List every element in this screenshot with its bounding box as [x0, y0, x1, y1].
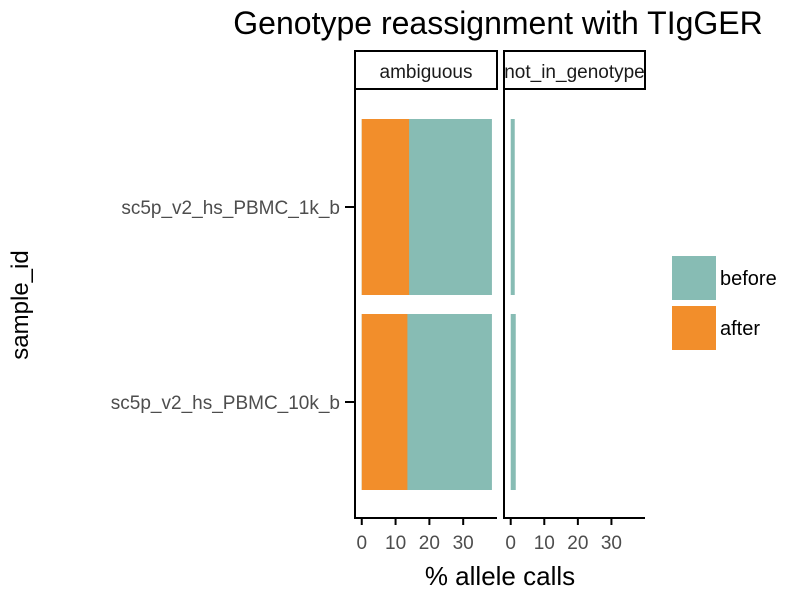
- bar-before: [510, 314, 516, 490]
- x-tick-label: 20: [419, 533, 440, 554]
- legend-label: before: [720, 268, 777, 290]
- x-tick-label: 30: [601, 533, 622, 554]
- x-tick-label: 10: [385, 533, 406, 554]
- chart-title: Genotype reassignment with TIgGER: [233, 5, 762, 41]
- x-axis-title: % allele calls: [425, 561, 575, 591]
- legend-key-after: [672, 306, 716, 350]
- bar-before: [510, 119, 515, 295]
- x-tick-label: 10: [534, 533, 555, 554]
- facet-strip: [354, 50, 498, 90]
- legend-label: after: [720, 318, 760, 340]
- bar-after: [361, 119, 410, 295]
- x-tick-label: 0: [505, 533, 516, 554]
- y-axis-title: sample_id: [7, 250, 34, 359]
- facet-panel: not_in_genotype 0 10 20 30: [503, 50, 646, 554]
- legend-key-before: [672, 256, 716, 300]
- x-tick-label: 30: [453, 533, 474, 554]
- facet-strip-label: not_in_genotype: [504, 62, 645, 83]
- facet-strip: [503, 50, 646, 90]
- y-tick-label: sc5p_v2_hs_PBMC_10k_b: [111, 393, 340, 414]
- bar-after: [361, 314, 408, 490]
- x-tick-label: 0: [356, 533, 367, 554]
- facet-strip-label: ambiguous: [380, 62, 473, 83]
- x-tick-label: 20: [567, 533, 588, 554]
- facet-panel: ambiguous 0 10 20 30: [354, 50, 498, 554]
- y-tick-label: sc5p_v2_hs_PBMC_1k_b: [121, 198, 340, 219]
